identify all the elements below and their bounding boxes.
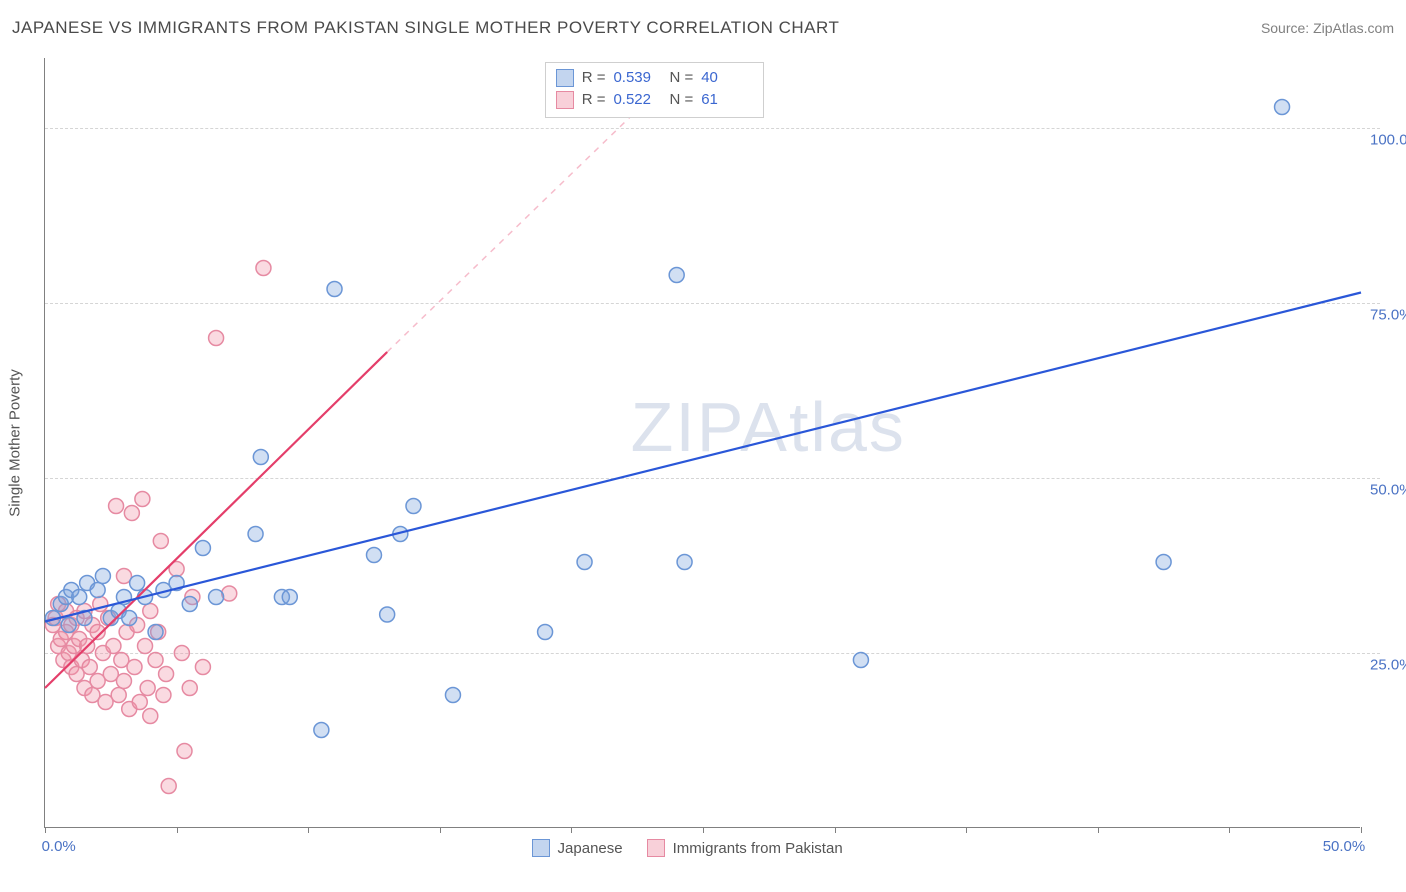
x-tick <box>1229 827 1230 833</box>
data-point <box>406 499 421 514</box>
data-point <box>248 527 263 542</box>
data-point <box>195 541 210 556</box>
trend-line <box>45 352 387 688</box>
data-point <box>177 744 192 759</box>
data-point <box>174 646 189 661</box>
data-point <box>130 576 145 591</box>
data-point <box>116 674 131 689</box>
data-point <box>135 492 150 507</box>
x-tick <box>571 827 572 833</box>
legend-item-pakistan: Immigrants from Pakistan <box>647 839 843 857</box>
data-point <box>95 569 110 584</box>
bottom-legend: Japanese Immigrants from Pakistan <box>532 839 843 857</box>
data-point <box>367 548 382 563</box>
data-point <box>327 282 342 297</box>
data-point <box>380 607 395 622</box>
legend-item-japanese: Japanese <box>532 839 623 857</box>
y-tick-label: 50.0% <box>1370 482 1406 499</box>
data-point <box>282 590 297 605</box>
x-tick-label: 0.0% <box>42 838 76 855</box>
x-tick <box>835 827 836 833</box>
y-axis-title: Single Mother Poverty <box>7 369 24 517</box>
x-tick <box>703 827 704 833</box>
swatch-pakistan <box>556 91 574 109</box>
x-tick <box>177 827 178 833</box>
legend-label: Immigrants from Pakistan <box>673 840 843 857</box>
x-tick <box>966 827 967 833</box>
trend-line <box>45 293 1361 622</box>
data-point <box>61 618 76 633</box>
x-tick <box>1361 827 1362 833</box>
data-point <box>853 653 868 668</box>
data-point <box>161 779 176 794</box>
data-point <box>209 331 224 346</box>
data-point <box>1275 100 1290 115</box>
stats-row-pakistan: R = 0.522 N = 61 <box>556 89 750 111</box>
x-tick-label: 50.0% <box>1323 838 1366 855</box>
data-point <box>677 555 692 570</box>
data-point <box>82 660 97 675</box>
swatch-pakistan-bottom <box>647 839 665 857</box>
swatch-japanese-bottom <box>532 839 550 857</box>
data-point <box>669 268 684 283</box>
data-point <box>127 660 142 675</box>
data-point <box>143 604 158 619</box>
x-tick <box>1098 827 1099 833</box>
data-point <box>153 534 168 549</box>
data-point <box>124 506 139 521</box>
data-point <box>138 639 153 654</box>
y-tick-label: 25.0% <box>1370 657 1406 674</box>
x-tick <box>440 827 441 833</box>
source-attribution: Source: ZipAtlas.com <box>1261 20 1394 36</box>
data-point <box>106 639 121 654</box>
data-point <box>148 653 163 668</box>
swatch-japanese <box>556 69 574 87</box>
data-point <box>109 499 124 514</box>
legend-label: Japanese <box>558 840 623 857</box>
correlation-chart: Single Mother Poverty ZIPAtlas 25.0%50.0… <box>44 58 1360 828</box>
data-point <box>314 723 329 738</box>
data-point <box>445 688 460 703</box>
x-tick <box>45 827 46 833</box>
data-point <box>140 681 155 696</box>
data-point <box>182 597 197 612</box>
data-point <box>1156 555 1171 570</box>
data-point <box>538 625 553 640</box>
stats-row-japanese: R = 0.539 N = 40 <box>556 67 750 89</box>
y-tick-label: 100.0% <box>1370 132 1406 149</box>
data-point <box>111 688 126 703</box>
data-point <box>253 450 268 465</box>
data-point <box>72 590 87 605</box>
data-point <box>132 695 147 710</box>
data-point <box>122 611 137 626</box>
stats-legend-box: R = 0.539 N = 40 R = 0.522 N = 61 <box>545 62 765 118</box>
data-point <box>143 709 158 724</box>
plot-svg <box>45 58 1360 827</box>
data-point <box>159 667 174 682</box>
x-tick <box>308 827 309 833</box>
page-title: JAPANESE VS IMMIGRANTS FROM PAKISTAN SIN… <box>12 18 839 38</box>
data-point <box>148 625 163 640</box>
data-point <box>256 261 271 276</box>
data-point <box>209 590 224 605</box>
data-point <box>195 660 210 675</box>
data-point <box>90 583 105 598</box>
data-point <box>577 555 592 570</box>
data-point <box>182 681 197 696</box>
y-tick-label: 75.0% <box>1370 307 1406 324</box>
data-point <box>156 688 171 703</box>
